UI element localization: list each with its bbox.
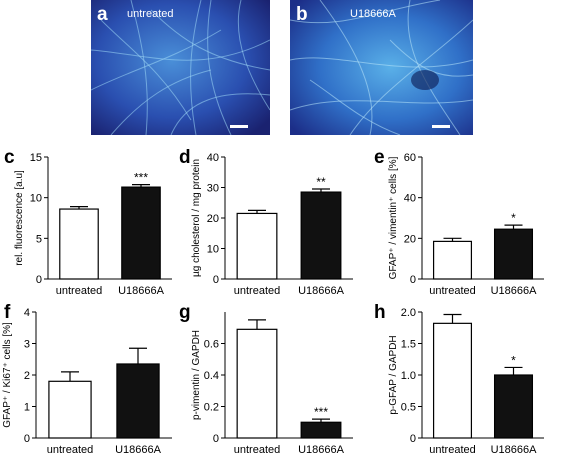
panel-letter-d: d bbox=[179, 147, 191, 168]
category-label: untreated bbox=[234, 285, 280, 297]
panel-letter-f: f bbox=[4, 302, 11, 323]
chart-h-svg: h 0 0.5 1.0 1.5 2.0 p-GFAP / GAPDH untreated U18… bbox=[374, 302, 544, 454]
category-label: untreated bbox=[429, 444, 475, 454]
bar-u18666a bbox=[300, 421, 342, 439]
panel-letter-b: b bbox=[296, 4, 308, 25]
significance-marker: * bbox=[511, 353, 516, 367]
y-tick-label: 40 bbox=[207, 152, 219, 164]
y-tick-label: 1.0 bbox=[401, 370, 416, 382]
micrograph-untreated: a untreated bbox=[91, 0, 270, 135]
y-tick-label: 0 bbox=[213, 433, 219, 445]
bar-untreated bbox=[236, 328, 278, 439]
y-tick-label: 10 bbox=[30, 193, 42, 205]
chart-d-svg: d 0 10 20 30 40 µg cholesterol / mg protein unt… bbox=[179, 147, 353, 297]
bar-untreated bbox=[432, 240, 473, 280]
bar-untreated bbox=[432, 322, 473, 439]
y-tick-label: 15 bbox=[30, 152, 42, 164]
bar-u18666a bbox=[300, 191, 342, 280]
category-label: untreated bbox=[429, 285, 475, 297]
category-label: U18666A bbox=[298, 444, 345, 454]
y-tick-label: 40 bbox=[404, 193, 416, 205]
condition-label-u18666a: U18666A bbox=[350, 8, 396, 20]
micrograph-u18666a: b U18666A bbox=[290, 0, 473, 135]
category-label: U18666A bbox=[491, 285, 538, 297]
y-axis-title: p-vimentin / GAPDH bbox=[191, 330, 202, 420]
y-tick-label: 30 bbox=[207, 183, 219, 195]
panel-letter-h: h bbox=[374, 302, 386, 323]
category-label: U18666A bbox=[115, 444, 162, 454]
scale-bar bbox=[230, 125, 248, 128]
y-tick-label: 2 bbox=[24, 370, 30, 382]
y-tick-label: 0.2 bbox=[204, 402, 219, 414]
chart-panel-g: g 0 0.2 0.4 0.6 p-vimentin / GAPDH untreated U1… bbox=[175, 298, 375, 454]
y-tick-label: 0 bbox=[24, 433, 30, 445]
significance-marker: *** bbox=[134, 171, 148, 185]
y-tick-label: 5 bbox=[36, 233, 42, 245]
category-label: U18666A bbox=[491, 444, 538, 454]
y-axis-title: µg cholesterol / mg protein bbox=[191, 159, 202, 277]
bar-untreated bbox=[236, 212, 278, 280]
panel-letter-g: g bbox=[179, 302, 191, 323]
category-label: U18666A bbox=[298, 285, 345, 297]
y-tick-label: 10 bbox=[207, 244, 219, 256]
condition-label-untreated: untreated bbox=[127, 8, 174, 20]
significance-marker: *** bbox=[314, 405, 328, 419]
category-label: U18666A bbox=[118, 285, 165, 297]
category-label: untreated bbox=[56, 285, 102, 297]
chart-panel-h: h 0 0.5 1.0 1.5 2.0 p-GFAP / GAPDH untreated U18… bbox=[370, 298, 567, 454]
chart-panel-e: e 0 20 40 60 GFAP⁺ / vimentin⁺ cells [%] untre… bbox=[370, 143, 567, 298]
y-tick-label: 1.5 bbox=[401, 339, 416, 351]
chart-panel-c: c 0 5 10 15 rel. fluorescence [a.u] untreated U… bbox=[0, 143, 190, 298]
bar-u18666a bbox=[493, 228, 534, 280]
chart-panel-f: f 0 1 2 3 4 GFAP⁺ / Ki67⁺ cells [%] untreated U1… bbox=[0, 298, 190, 454]
y-tick-label: 0.5 bbox=[401, 402, 416, 414]
panel-letter-c: c bbox=[4, 147, 15, 168]
y-tick-label: 1 bbox=[24, 402, 30, 414]
chart-f-svg: f 0 1 2 3 4 GFAP⁺ / Ki67⁺ cells [%] untreated U1… bbox=[2, 302, 172, 454]
micrograph-untreated-image bbox=[91, 0, 270, 135]
category-label: untreated bbox=[47, 444, 93, 454]
y-tick-label: 4 bbox=[24, 307, 30, 319]
chart-panel-d: d 0 10 20 30 40 µg cholesterol / mg protein unt… bbox=[175, 143, 375, 298]
y-tick-label: 0 bbox=[410, 274, 416, 286]
y-tick-label: 0.6 bbox=[204, 339, 219, 351]
scale-bar bbox=[432, 125, 450, 128]
panel-letter-a: a bbox=[97, 4, 108, 25]
y-tick-label: 20 bbox=[207, 213, 219, 225]
y-tick-label: 3 bbox=[24, 339, 30, 351]
y-axis-title: p-GFAP / GAPDH bbox=[388, 335, 399, 414]
y-axis-title: GFAP⁺ / vimentin⁺ cells [%] bbox=[388, 156, 399, 279]
bar-untreated bbox=[59, 208, 99, 280]
y-tick-label: 0.4 bbox=[204, 370, 219, 382]
bar-u18666a bbox=[493, 374, 534, 439]
bar-untreated bbox=[48, 380, 92, 439]
y-axis-title: rel. fluorescence [a.u] bbox=[14, 170, 25, 266]
chart-g-svg: g 0 0.2 0.4 0.6p-vimentin / GAPDH untreated U1… bbox=[179, 302, 353, 454]
y-tick-label: 60 bbox=[404, 152, 416, 164]
chart-c-svg: c 0 5 10 15 rel. fluorescence [a.u] untreated U… bbox=[4, 147, 172, 297]
significance-marker: * bbox=[511, 211, 516, 225]
y-tick-label: 0 bbox=[410, 433, 416, 445]
y-axis-title: GFAP⁺ / Ki67⁺ cells [%] bbox=[2, 322, 13, 428]
bar-u18666a bbox=[121, 186, 161, 280]
panel-letter-e: e bbox=[374, 147, 385, 168]
y-tick-label: 20 bbox=[404, 233, 416, 245]
category-label: untreated bbox=[234, 444, 280, 454]
y-tick-label: 0 bbox=[213, 274, 219, 286]
y-tick-label: 2.0 bbox=[401, 307, 416, 319]
y-tick-label: 0 bbox=[36, 274, 42, 286]
significance-marker: ** bbox=[316, 175, 326, 189]
chart-e-svg: e 0 20 40 60 GFAP⁺ / vimentin⁺ cells [%] untre… bbox=[374, 147, 544, 297]
micrograph-u18666a-image bbox=[290, 0, 473, 135]
bar-u18666a bbox=[116, 363, 160, 439]
